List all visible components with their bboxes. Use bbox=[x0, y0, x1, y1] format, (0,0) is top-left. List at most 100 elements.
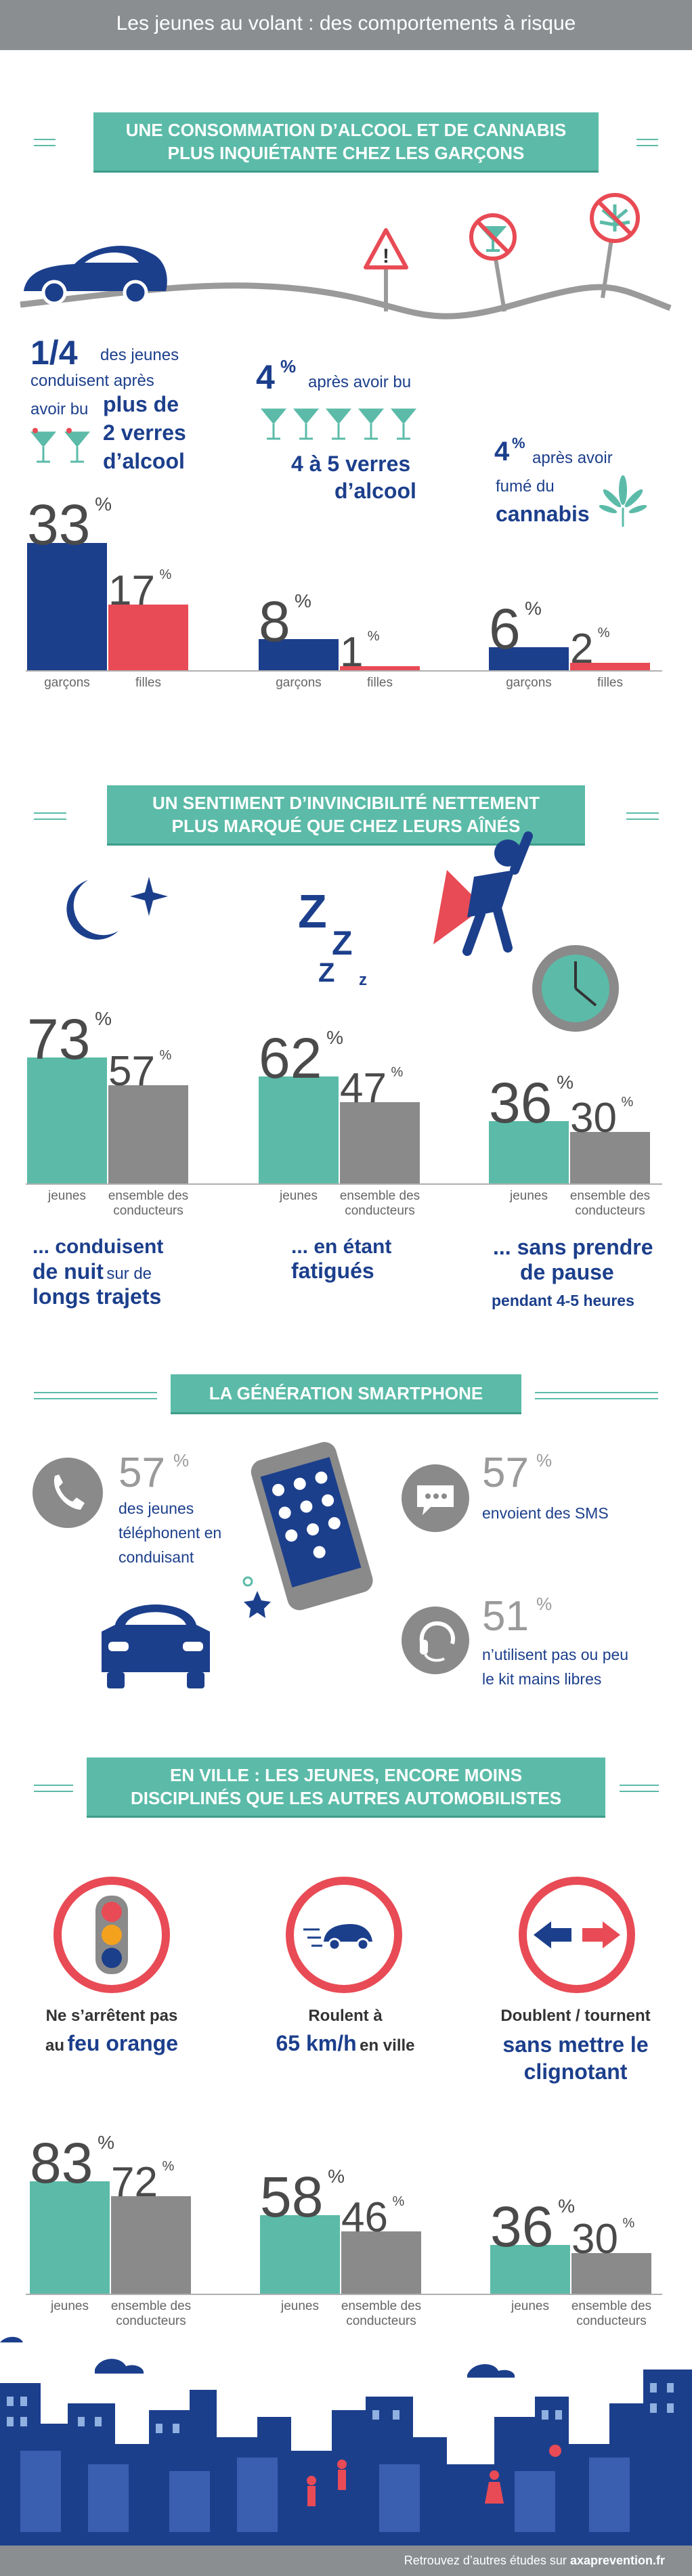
chart-series-label: ensemble des conducteurs bbox=[571, 2299, 652, 2328]
svg-text:Z: Z bbox=[332, 924, 353, 962]
cocktail-glasses-icon bbox=[30, 428, 91, 463]
chart-bar bbox=[27, 1057, 107, 1183]
chart-series-label: jeunes bbox=[48, 1189, 86, 1203]
chart-series-label: filles bbox=[366, 676, 393, 690]
turn-signal-sign-icon bbox=[519, 1877, 635, 1993]
cap3-b: de pause bbox=[520, 1260, 614, 1284]
s3-stat1-line: des jeunes bbox=[118, 1500, 194, 1517]
headset-icon bbox=[402, 1607, 469, 1674]
stat3-text-a: après avoir bbox=[532, 449, 613, 467]
chart-bar bbox=[108, 1085, 188, 1183]
banner-deco-right bbox=[636, 145, 658, 146]
footer-text: Retrouvez d’autres études sur axaprevent… bbox=[404, 2554, 665, 2568]
car-front-icon bbox=[102, 1604, 210, 1688]
s3-stat2-value: 57 bbox=[482, 1449, 529, 1496]
chart-bar bbox=[490, 2245, 570, 2294]
banner-deco-right bbox=[626, 812, 659, 814]
banner-deco-right bbox=[636, 139, 658, 140]
chart-bar bbox=[340, 1102, 420, 1183]
chart-value-label: 47 bbox=[340, 1065, 387, 1112]
svg-text:z: z bbox=[359, 971, 367, 988]
sleep-zzz-icon: Z Z Z z bbox=[298, 887, 367, 988]
s4-cap3-bold-a: sans mettre le bbox=[502, 2032, 649, 2057]
chart-series-label: garçons bbox=[276, 676, 322, 690]
smartphone-icon bbox=[242, 1442, 373, 1618]
s3-stat2-text: envoient des SMS bbox=[482, 1504, 609, 1522]
footer-text-label: Retrouvez d’autres études sur bbox=[404, 2554, 567, 2567]
stat2-bold-a: 4 à 5 verres bbox=[291, 452, 411, 476]
chart-unit-label: % bbox=[326, 1027, 343, 1049]
chart-unit-label: % bbox=[367, 629, 380, 645]
chart-series-label: filles bbox=[135, 676, 161, 690]
banner-deco-right bbox=[620, 1791, 659, 1792]
page-title: Les jeunes au volant : des comportements… bbox=[116, 12, 576, 35]
s4-cap2-line: 65 km/h en ville bbox=[251, 2031, 440, 2056]
chart-unit-label: % bbox=[162, 2159, 175, 2175]
banner-deco-left bbox=[34, 812, 66, 814]
chart-bar bbox=[571, 2253, 651, 2294]
chart-value-label: 36 bbox=[489, 1071, 553, 1135]
banner-deco-left bbox=[34, 1791, 73, 1792]
chart-value-label: 1 bbox=[340, 629, 364, 676]
road-illustration: ! bbox=[20, 193, 672, 320]
chart-value-label: 30 bbox=[570, 1094, 617, 1141]
stat2-value: 4 bbox=[256, 358, 275, 396]
s4-cap2-a: Roulent à bbox=[308, 2007, 383, 2025]
banner-deco-left bbox=[34, 139, 56, 140]
chart-series-label: garçons bbox=[44, 676, 90, 690]
city-skyline-illustration bbox=[0, 2336, 692, 2546]
chart-series-label: jeunes bbox=[511, 2299, 549, 2313]
svg-text:!: ! bbox=[383, 245, 389, 267]
chart-bar bbox=[111, 2196, 191, 2294]
stat3-text-b: fumé du bbox=[496, 477, 555, 496]
chart-value-label: 72 bbox=[111, 2159, 158, 2206]
s3-stat1-value: 57 bbox=[118, 1449, 165, 1496]
chart-value-label: 58 bbox=[260, 2165, 324, 2229]
s3-stat1-text: des jeunes téléphonent en conduisant bbox=[118, 1496, 221, 1569]
chart-value-label: 2 bbox=[570, 625, 594, 672]
chart-bar bbox=[570, 662, 650, 670]
footer-bar: Retrouvez d’autres études sur axaprevent… bbox=[0, 2546, 692, 2576]
chart-value-label: 46 bbox=[341, 2194, 388, 2242]
chart-unit-label: % bbox=[525, 597, 542, 619]
cocktail-glasses-5-icon bbox=[260, 408, 417, 440]
s4-cap1-bold: feu orange bbox=[67, 2031, 179, 2055]
banner-line-2: PLUS INQUIÉTANTE CHEZ LES GARÇONS bbox=[167, 143, 525, 163]
chart-unit-label: % bbox=[392, 2194, 405, 2210]
car-icon bbox=[24, 246, 167, 305]
s4-cap1-line: au feu orange bbox=[27, 2031, 196, 2056]
chart-unit-label: % bbox=[597, 625, 610, 640]
chart-series-label: jeunes bbox=[51, 2299, 89, 2313]
svg-text:Z: Z bbox=[298, 887, 327, 938]
stat2-sup: % bbox=[280, 356, 297, 376]
stat1-text-c: avoir bu bbox=[30, 400, 89, 418]
chart-bar bbox=[27, 542, 107, 670]
chart-unit-label: % bbox=[328, 2166, 345, 2187]
s4-cap1-a: Ne s’arrêtent pas bbox=[45, 2007, 178, 2025]
stat3-bold: cannabis bbox=[496, 502, 590, 526]
cap3-text: pendant 4-5 heures bbox=[492, 1292, 634, 1309]
chart-unit-label: % bbox=[295, 590, 311, 611]
footer-link[interactable]: axaprevention.fr bbox=[569, 2554, 665, 2567]
phone-call-icon bbox=[33, 1458, 103, 1528]
chart-unit-label: % bbox=[557, 1072, 574, 1093]
cap2-a: ... en étant bbox=[291, 1236, 392, 1258]
banner-line-1: UN SENTIMENT D’INVINCIBILITÉ NETTEMENT bbox=[152, 793, 540, 813]
warning-sign-icon: ! bbox=[364, 228, 408, 311]
chart-unit-label: % bbox=[95, 1007, 112, 1029]
chart-series-label: ensemble des conducteurs bbox=[339, 1189, 420, 1218]
banner-deco-left bbox=[34, 1785, 73, 1786]
stat3-value: 4 bbox=[494, 437, 510, 466]
s4-cap3-bold-b: clignotant bbox=[523, 2059, 628, 2084]
chart1-axis bbox=[26, 670, 662, 672]
cap1-b-line: de nuit sur de bbox=[33, 1259, 152, 1284]
banner-line-1: UNE CONSOMMATION D’ALCOOL ET DE CANNABIS bbox=[125, 120, 567, 140]
superhero-icon bbox=[433, 831, 533, 956]
stat2-bold-b: d’alcool bbox=[334, 479, 416, 503]
no-cannabis-sign-icon bbox=[590, 193, 640, 299]
chart-series-label: ensemble des conducteurs bbox=[341, 2299, 422, 2328]
banner-deco-left bbox=[34, 1398, 157, 1399]
chart2-axis bbox=[26, 1183, 662, 1185]
cap2-b: fatigués bbox=[291, 1259, 374, 1283]
traffic-light-sign-icon bbox=[53, 1877, 170, 1993]
